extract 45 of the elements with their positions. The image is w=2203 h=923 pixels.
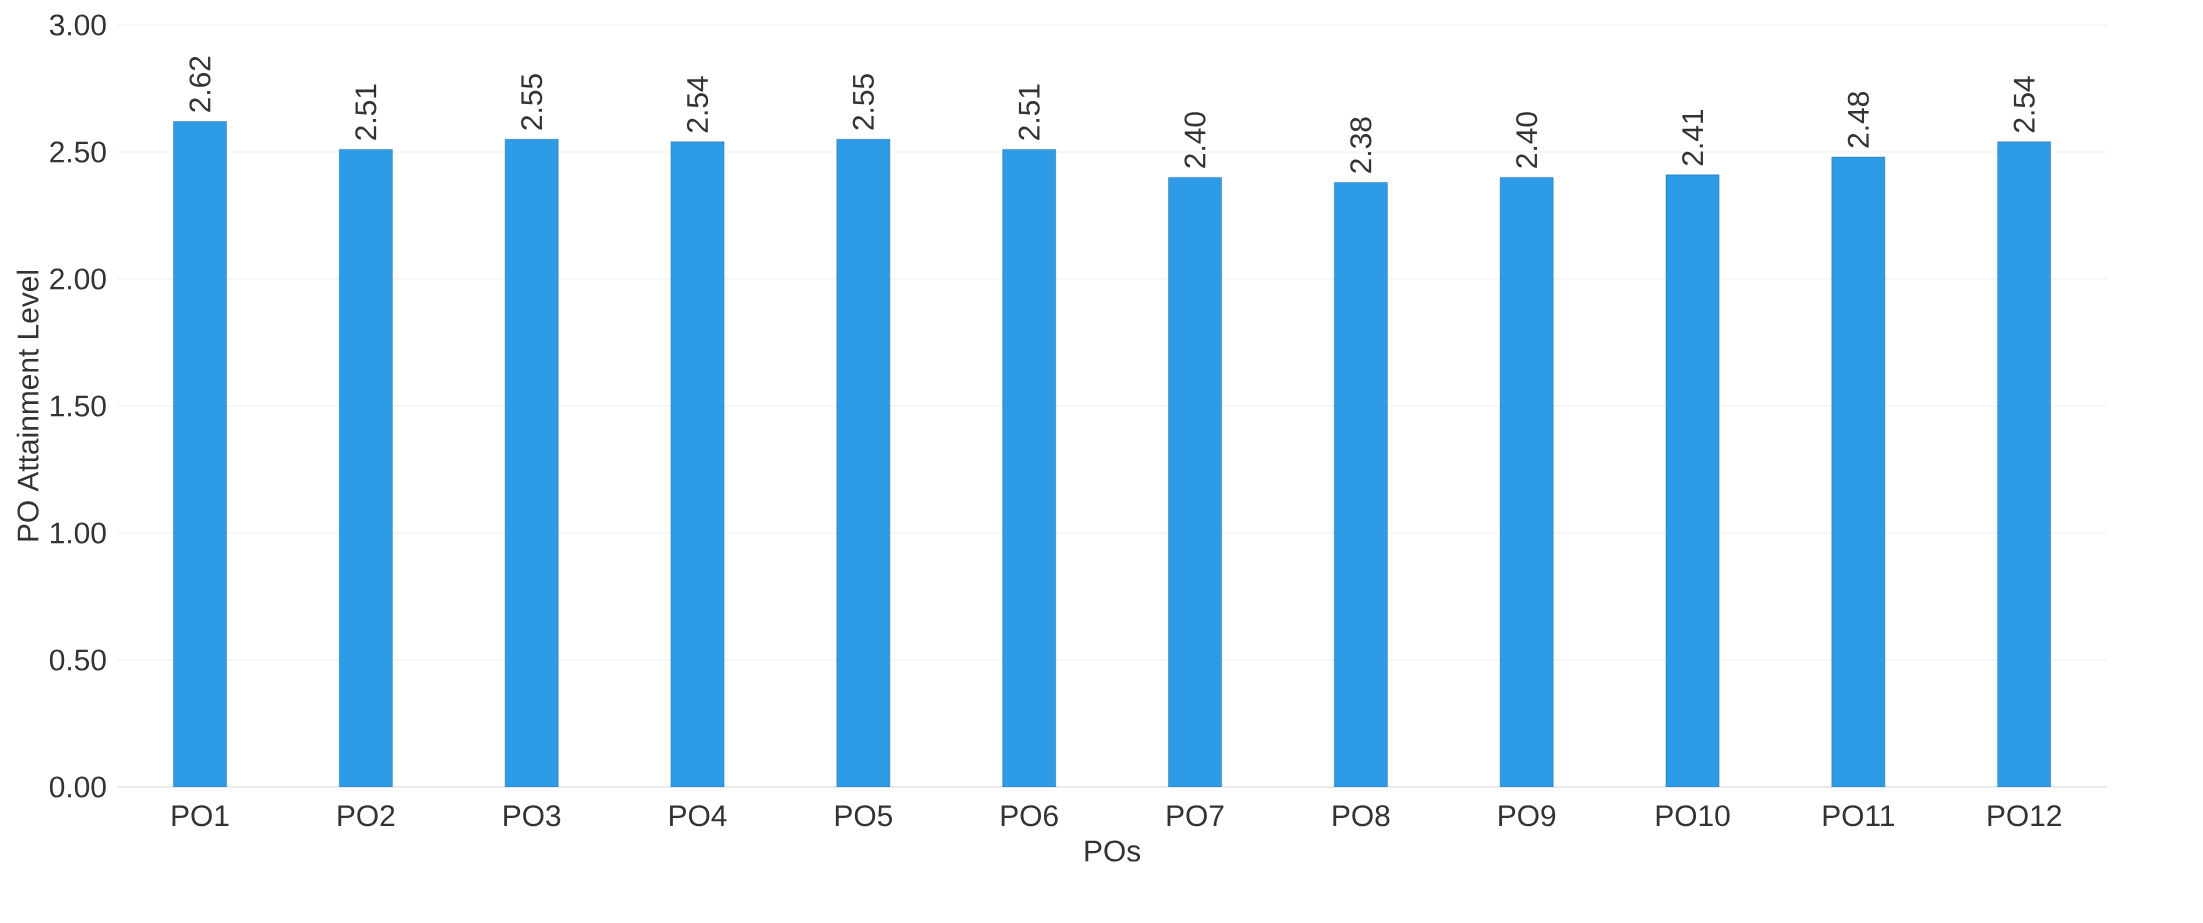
x-tick-label: PO2 — [338, 805, 395, 827]
x-tick-label: PO10 — [1656, 805, 1730, 827]
x-axis-title: POs — [1085, 840, 1141, 862]
data-label: 2.38 — [1350, 117, 1372, 173]
x-tick-label: PO5 — [835, 805, 892, 827]
data-label: 2.40 — [1516, 112, 1538, 168]
x-tick-label: PO6 — [1001, 805, 1058, 827]
x-tick-label: PO3 — [504, 805, 561, 827]
x-tick-label: PO8 — [1333, 805, 1390, 827]
data-label: 2.55 — [521, 74, 543, 130]
data-label: 2.40 — [1184, 112, 1206, 168]
data-label: 2.48 — [1847, 92, 1869, 148]
y-tick-label: 2.00 — [50, 268, 106, 290]
x-tick-label: PO1 — [172, 805, 229, 827]
data-label: 2.55 — [852, 74, 874, 130]
data-label: 2.62 — [189, 56, 211, 112]
y-tick-label: 0.50 — [49, 649, 106, 671]
bar — [173, 121, 227, 787]
x-tick-label: PO11 — [1823, 805, 1895, 827]
y-tick-label: 2.50 — [50, 141, 106, 163]
y-tick-label: 0.00 — [49, 776, 106, 798]
y-axis-title: PO Attainment Level — [16, 270, 39, 541]
bar — [670, 141, 725, 787]
y-tick-label: 1.50 — [51, 395, 106, 417]
bar — [836, 139, 891, 787]
bar — [504, 139, 559, 787]
x-tick-label: PO12 — [1988, 805, 2061, 827]
bar — [1168, 177, 1222, 787]
data-label: 2.41 — [1682, 109, 1703, 166]
bar — [1499, 177, 1554, 787]
y-tick-label: 3.00 — [49, 14, 106, 36]
bar — [1002, 149, 1056, 787]
data-label: 2.54 — [686, 76, 709, 133]
x-tick-label: PO7 — [1167, 805, 1224, 827]
bar — [1334, 182, 1388, 787]
bar — [1665, 174, 1720, 787]
x-tick-label: PO4 — [670, 805, 727, 827]
y-tick-label: 1.00 — [51, 522, 106, 544]
data-label: 2.51 — [355, 84, 377, 140]
bar — [339, 149, 393, 787]
bar — [1997, 141, 2051, 787]
x-tick-label: PO9 — [1499, 805, 1556, 827]
data-label: 2.51 — [1018, 84, 1040, 140]
bar — [1831, 156, 1886, 787]
data-label: 2.54 — [2013, 76, 2035, 133]
